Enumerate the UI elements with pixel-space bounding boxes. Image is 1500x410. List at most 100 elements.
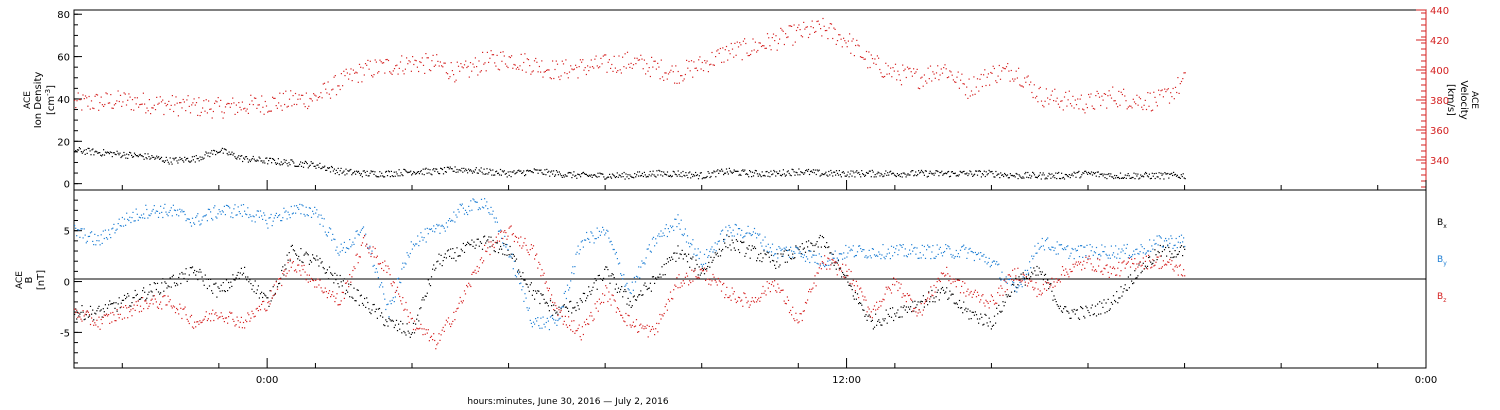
velocity-point: [670, 69, 672, 71]
by-point: [1162, 246, 1164, 248]
velocity-point: [354, 72, 356, 74]
velocity-point: [309, 97, 311, 100]
density-point: [181, 158, 183, 160]
bz-point: [113, 314, 115, 316]
bx-point: [391, 319, 393, 321]
velocity-point: [1096, 90, 1098, 92]
velocity-point: [536, 61, 538, 63]
bz-point: [588, 323, 590, 325]
by-point: [837, 259, 839, 261]
bx-point: [97, 307, 99, 309]
by-point: [295, 212, 297, 214]
by-point: [321, 217, 323, 219]
bx-point: [842, 272, 844, 274]
by-point: [504, 235, 506, 237]
bz-point: [541, 269, 543, 271]
bz-point: [188, 322, 190, 325]
bz-point: [651, 326, 654, 328]
velocity-point: [427, 57, 429, 59]
density-point: [951, 171, 953, 173]
by-point: [982, 255, 984, 257]
bx-point: [858, 303, 860, 305]
density-point: [1176, 174, 1178, 176]
by-point: [848, 246, 850, 248]
density-point: [139, 153, 141, 155]
by-point: [700, 263, 702, 265]
bz-point: [295, 269, 297, 271]
density-point: [989, 171, 991, 173]
by-point: [850, 248, 852, 250]
density-point: [958, 174, 960, 176]
velocity-point: [323, 82, 326, 84]
by-point: [683, 233, 685, 235]
density-point: [650, 175, 652, 177]
bz-point: [425, 329, 427, 331]
density-point: [921, 171, 924, 173]
bx-point: [785, 249, 787, 251]
density-point: [148, 156, 150, 158]
bz-point: [136, 304, 138, 306]
bx-point: [108, 304, 110, 306]
density-point: [324, 165, 326, 167]
density-point: [1085, 170, 1087, 172]
velocity-point: [1130, 105, 1132, 107]
bx-point: [387, 325, 389, 327]
bx-point: [623, 290, 625, 293]
bz-point: [599, 303, 601, 305]
density-point: [84, 153, 86, 155]
bx-point: [647, 287, 649, 290]
bx-point: [633, 295, 635, 297]
density-point: [253, 158, 255, 160]
bx-point: [970, 318, 972, 320]
by-point: [551, 315, 553, 317]
bz-point: [112, 311, 114, 314]
by-point: [1001, 271, 1003, 273]
velocity-point: [914, 72, 916, 74]
bz-point: [267, 302, 269, 304]
by-point: [322, 225, 324, 227]
velocity-point: [721, 61, 723, 63]
by-point: [1150, 250, 1152, 252]
density-point: [912, 170, 914, 172]
velocity-point: [1051, 90, 1053, 92]
density-point: [877, 171, 879, 173]
bx-point: [142, 290, 144, 292]
by-point: [313, 213, 315, 215]
bx-point: [220, 284, 222, 286]
bx-point: [795, 245, 797, 247]
bz-point: [309, 280, 311, 282]
bx-point: [539, 302, 541, 305]
bz-point: [540, 275, 542, 277]
density-point: [814, 169, 816, 171]
density-point: [728, 167, 730, 169]
by-point: [778, 246, 780, 248]
bz-point: [519, 245, 521, 247]
velocity-point: [449, 76, 451, 78]
density-point: [1120, 177, 1122, 179]
bx-point: [737, 249, 740, 251]
by-point: [501, 237, 503, 239]
by-point: [875, 255, 877, 257]
bx-point: [613, 277, 615, 279]
bz-point: [181, 317, 183, 320]
bx-point: [1177, 253, 1179, 255]
bz-point: [211, 313, 213, 315]
by-point: [951, 256, 953, 258]
bx-point: [669, 259, 672, 261]
bx-point: [547, 305, 549, 307]
bx-point: [676, 252, 678, 254]
by-point: [495, 217, 497, 219]
velocity-point: [740, 44, 742, 46]
velocity-point: [453, 74, 455, 76]
by-point: [81, 228, 83, 230]
density-point: [984, 175, 986, 178]
density-point: [780, 175, 783, 177]
bz-point: [761, 292, 763, 295]
density-point: [997, 173, 999, 175]
by-point: [593, 242, 595, 244]
bz-point: [739, 297, 741, 299]
density-point: [1127, 173, 1129, 175]
density-point: [300, 161, 302, 163]
bz-point: [770, 283, 773, 286]
bz-point: [592, 320, 594, 322]
